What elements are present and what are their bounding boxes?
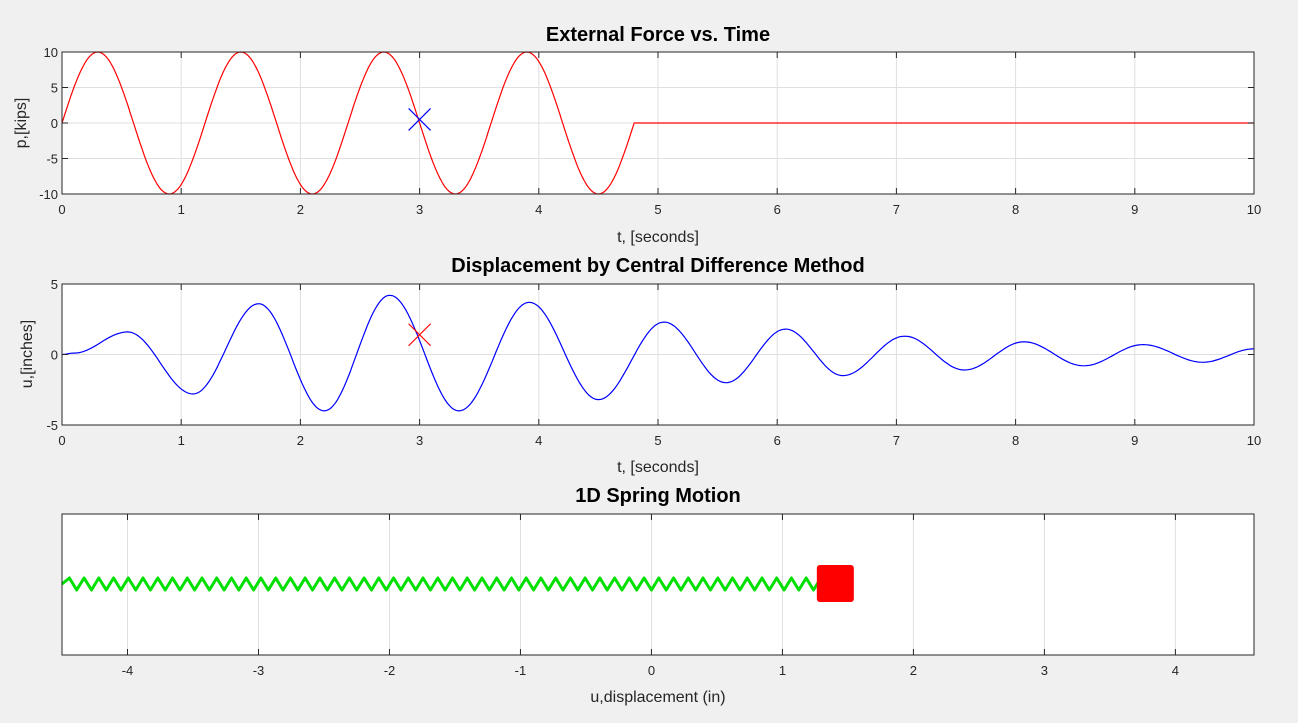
spring-coil <box>61 576 830 592</box>
x-tick-label: 2 <box>297 433 304 448</box>
tick-labels: -4 -3 -2 -1 0 1 2 3 4 <box>122 514 1179 678</box>
x-tick-label: 0 <box>58 202 65 217</box>
axes-background <box>62 514 1254 655</box>
y-tick-label: 0 <box>51 116 58 131</box>
y-axis-label: u,[inches] <box>19 320 36 388</box>
x-axis-label: u,displacement (in) <box>590 689 725 706</box>
x-tick-label: 5 <box>654 433 661 448</box>
marker-x-stroke <box>408 108 432 131</box>
x-tick-label: 3 <box>1041 663 1048 678</box>
y-tick-label: 5 <box>51 81 58 96</box>
current-time-marker <box>408 323 432 347</box>
y-tick-label: -10 <box>39 187 58 202</box>
x-tick-label: 0 <box>648 663 655 678</box>
x-tick-label: 1 <box>178 202 185 217</box>
series-line <box>61 51 1254 195</box>
x-tick-label: 2 <box>297 202 304 217</box>
chart-title: Displacement by Central Difference Metho… <box>451 255 864 277</box>
x-tick-label: 5 <box>654 202 661 217</box>
x-tick-label: 9 <box>1131 433 1138 448</box>
marker-x-stroke <box>408 323 432 347</box>
x-tick-label: 1 <box>178 433 185 448</box>
x-tick-label: 4 <box>1172 663 1179 678</box>
x-tick-label: 7 <box>893 202 900 217</box>
x-tick-label: 0 <box>58 433 65 448</box>
current-time-marker <box>408 108 432 131</box>
x-tick-label: 6 <box>774 202 781 217</box>
data-series <box>62 294 1254 412</box>
y-tick-label: -5 <box>46 152 58 167</box>
x-tick-label: 8 <box>1012 433 1019 448</box>
x-axis-label: t, [seconds] <box>617 459 699 476</box>
x-tick-label: 3 <box>416 433 423 448</box>
y-tick-label: 5 <box>51 277 58 292</box>
series-line <box>62 294 1254 412</box>
x-tick-label: -3 <box>253 663 265 678</box>
tick-labels: 0 1 2 3 4 5 6 7 8 9 10 10 5 0 -5 -10 <box>39 45 1261 217</box>
y-tick-label: -5 <box>46 418 58 433</box>
mass-block <box>816 565 854 602</box>
plot-spring-motion: -4 -3 -2 -1 0 1 2 3 4 1D Spring Motion u,displac… <box>61 485 1255 706</box>
x-tick-label: -4 <box>122 663 134 678</box>
x-tick-label: 8 <box>1012 202 1019 217</box>
x-tick-label: 3 <box>416 202 423 217</box>
x-axis-label: t, [seconds] <box>617 229 699 246</box>
chart-title: 1D Spring Motion <box>575 485 741 507</box>
x-tick-label: 9 <box>1131 202 1138 217</box>
x-tick-label: 4 <box>535 433 542 448</box>
mass-square <box>816 565 854 602</box>
x-tick-label: 10 <box>1247 433 1261 448</box>
x-tick-label: 1 <box>779 663 786 678</box>
plot-external-force: 0 1 2 3 4 5 6 7 8 9 10 10 5 0 -5 -10 External Force vs.… <box>13 24 1261 246</box>
y-tick-label: 0 <box>51 348 58 363</box>
x-tick-label: 10 <box>1247 202 1261 217</box>
chart-title: External Force vs. Time <box>546 24 770 46</box>
y-axis-label: p,[kips] <box>13 98 30 149</box>
x-tick-label: 4 <box>535 202 542 217</box>
x-tick-label: 2 <box>910 663 917 678</box>
y-tick-label: 10 <box>44 45 58 60</box>
spring-line <box>61 576 830 592</box>
x-tick-label: 7 <box>893 433 900 448</box>
x-tick-label: 6 <box>774 433 781 448</box>
data-series <box>61 51 1254 195</box>
x-tick-label: -2 <box>384 663 396 678</box>
x-tick-label: -1 <box>515 663 527 678</box>
axes-frame <box>61 513 1255 656</box>
